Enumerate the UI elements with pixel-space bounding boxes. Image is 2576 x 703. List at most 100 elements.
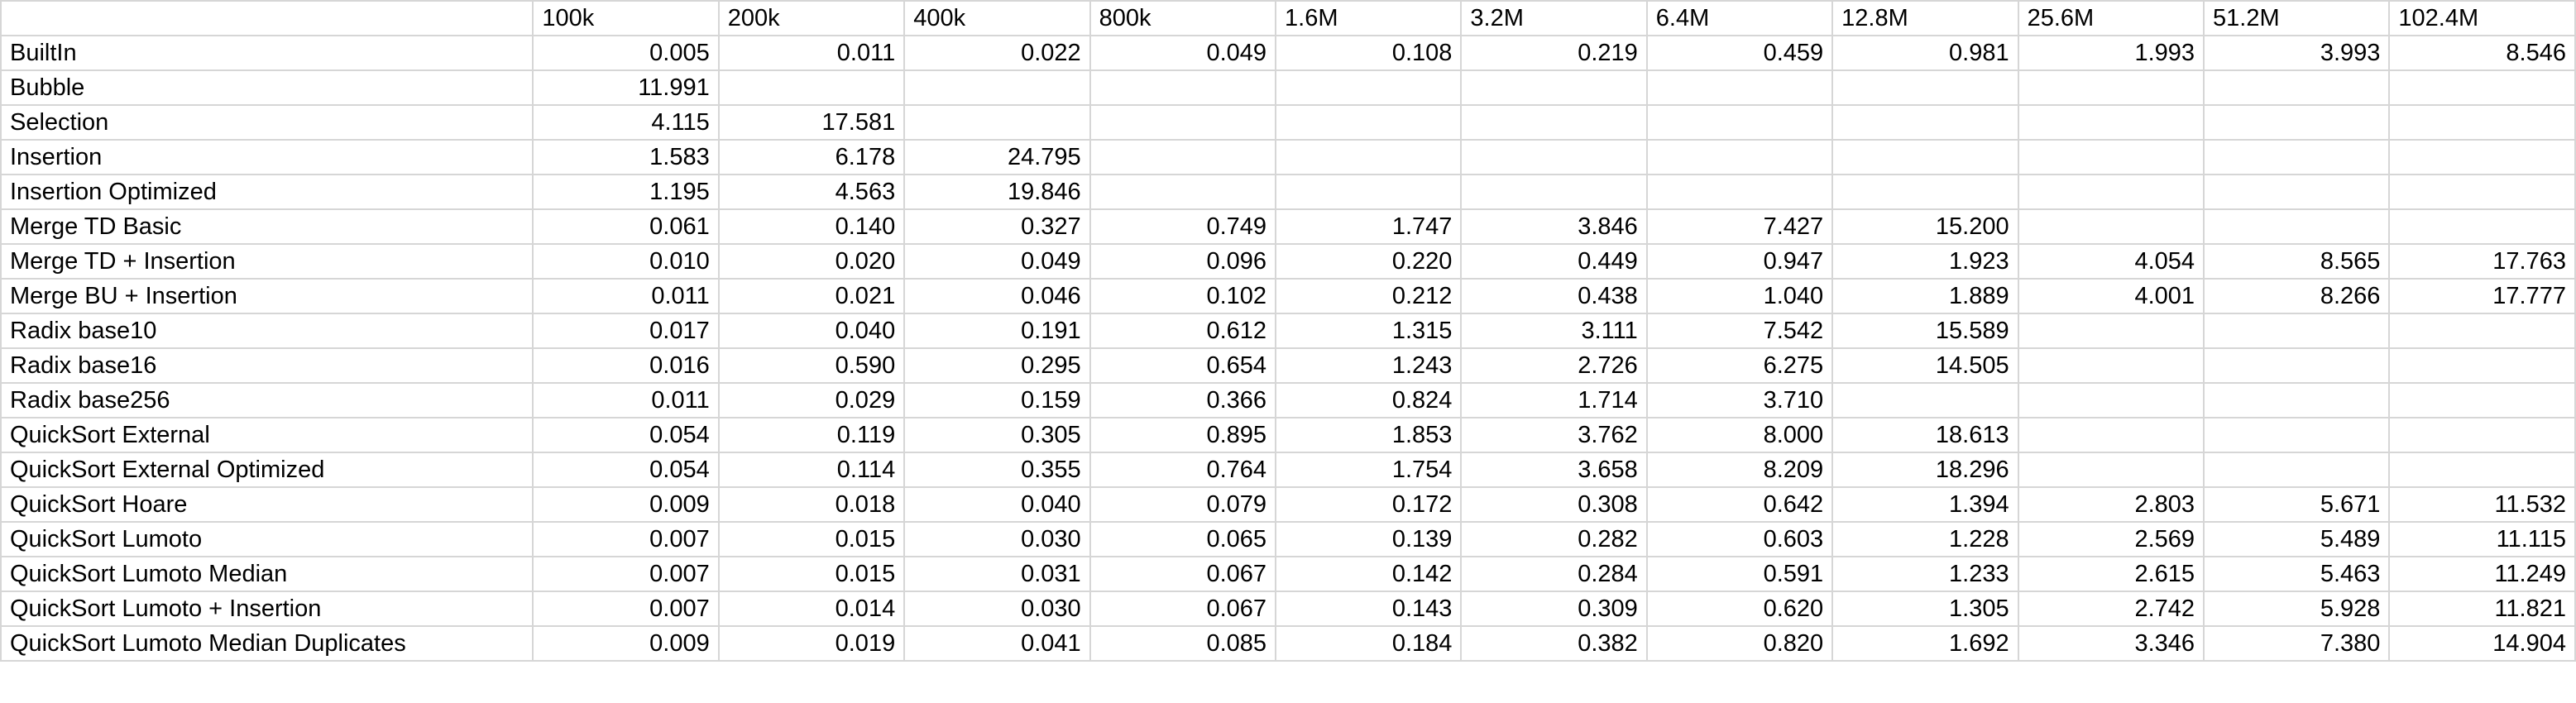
value-cell[interactable] — [1275, 174, 1463, 210]
value-cell[interactable]: 0.017 — [532, 313, 720, 349]
value-cell[interactable]: 0.382 — [1460, 625, 1648, 662]
value-cell[interactable]: 0.007 — [532, 556, 720, 592]
value-cell[interactable]: 1.195 — [532, 174, 720, 210]
value-cell[interactable]: 0.191 — [903, 313, 1091, 349]
value-cell[interactable] — [1645, 139, 1834, 175]
value-cell[interactable]: 2.726 — [1460, 347, 1648, 384]
value-cell[interactable]: 0.054 — [532, 417, 720, 453]
value-cell[interactable]: 19.846 — [903, 174, 1091, 210]
value-cell[interactable]: 14.904 — [2388, 625, 2576, 662]
value-cell[interactable] — [2017, 452, 2205, 488]
value-cell[interactable]: 15.589 — [1831, 313, 2019, 349]
value-cell[interactable]: 8.546 — [2388, 35, 2576, 71]
value-cell[interactable]: 0.022 — [903, 35, 1091, 71]
value-cell[interactable]: 0.029 — [717, 382, 906, 418]
row-label-cell[interactable]: Radix base256 — [0, 382, 534, 418]
value-cell[interactable]: 0.119 — [717, 417, 906, 453]
value-cell[interactable]: 1.583 — [532, 139, 720, 175]
value-cell[interactable]: 0.764 — [1089, 452, 1277, 488]
value-cell[interactable]: 0.220 — [1275, 243, 1463, 280]
value-cell[interactable]: 0.438 — [1460, 278, 1648, 314]
value-cell[interactable]: 15.200 — [1831, 208, 2019, 245]
value-cell[interactable]: 1.305 — [1831, 591, 2019, 627]
value-cell[interactable] — [2388, 347, 2576, 384]
value-cell[interactable]: 2.569 — [2017, 521, 2205, 557]
value-cell[interactable]: 3.762 — [1460, 417, 1648, 453]
value-cell[interactable]: 1.315 — [1275, 313, 1463, 349]
value-cell[interactable]: 0.065 — [1089, 521, 1277, 557]
value-cell[interactable] — [2388, 208, 2576, 245]
value-cell[interactable] — [2388, 417, 2576, 453]
value-cell[interactable]: 0.309 — [1460, 591, 1648, 627]
value-cell[interactable]: 0.612 — [1089, 313, 1277, 349]
value-cell[interactable] — [2017, 104, 2205, 141]
row-label-cell[interactable]: Radix base16 — [0, 347, 534, 384]
row-label-cell[interactable]: Merge BU + Insertion — [0, 278, 534, 314]
value-cell[interactable]: 1.228 — [1831, 521, 2019, 557]
value-cell[interactable] — [1645, 104, 1834, 141]
value-cell[interactable]: 0.049 — [903, 243, 1091, 280]
value-cell[interactable]: 18.613 — [1831, 417, 2019, 453]
value-cell[interactable]: 0.184 — [1275, 625, 1463, 662]
value-cell[interactable]: 0.040 — [717, 313, 906, 349]
value-cell[interactable]: 5.671 — [2203, 486, 2391, 523]
value-cell[interactable] — [2017, 347, 2205, 384]
value-cell[interactable] — [903, 69, 1091, 106]
value-cell[interactable]: 7.542 — [1645, 313, 1834, 349]
value-cell[interactable]: 0.284 — [1460, 556, 1648, 592]
value-cell[interactable] — [2017, 174, 2205, 210]
value-cell[interactable] — [2203, 452, 2391, 488]
row-label-cell[interactable]: QuickSort Hoare — [0, 486, 534, 523]
value-cell[interactable]: 0.159 — [903, 382, 1091, 418]
value-cell[interactable]: 0.590 — [717, 347, 906, 384]
value-cell[interactable]: 4.563 — [717, 174, 906, 210]
value-cell[interactable]: 17.777 — [2388, 278, 2576, 314]
value-cell[interactable] — [1460, 104, 1648, 141]
value-cell[interactable] — [2203, 104, 2391, 141]
value-cell[interactable]: 11.249 — [2388, 556, 2576, 592]
row-label-cell[interactable]: BuiltIn — [0, 35, 534, 71]
value-cell[interactable] — [1089, 69, 1277, 106]
value-cell[interactable] — [2203, 313, 2391, 349]
value-cell[interactable]: 0.459 — [1645, 35, 1834, 71]
value-cell[interactable]: 8.209 — [1645, 452, 1834, 488]
column-header-cell[interactable]: 800k — [1089, 0, 1277, 36]
value-cell[interactable]: 0.009 — [532, 625, 720, 662]
value-cell[interactable]: 3.346 — [2017, 625, 2205, 662]
value-cell[interactable]: 7.380 — [2203, 625, 2391, 662]
value-cell[interactable]: 3.111 — [1460, 313, 1648, 349]
value-cell[interactable] — [2203, 347, 2391, 384]
value-cell[interactable]: 0.981 — [1831, 35, 2019, 71]
value-cell[interactable]: 1.754 — [1275, 452, 1463, 488]
value-cell[interactable]: 0.749 — [1089, 208, 1277, 245]
value-cell[interactable]: 17.763 — [2388, 243, 2576, 280]
value-cell[interactable]: 0.007 — [532, 591, 720, 627]
value-cell[interactable] — [903, 104, 1091, 141]
value-cell[interactable] — [1831, 139, 2019, 175]
value-cell[interactable]: 0.824 — [1275, 382, 1463, 418]
value-cell[interactable] — [2388, 69, 2576, 106]
value-cell[interactable]: 11.532 — [2388, 486, 2576, 523]
value-cell[interactable]: 4.115 — [532, 104, 720, 141]
value-cell[interactable]: 0.061 — [532, 208, 720, 245]
value-cell[interactable] — [1645, 69, 1834, 106]
value-cell[interactable]: 1.394 — [1831, 486, 2019, 523]
row-label-cell[interactable]: Merge TD Basic — [0, 208, 534, 245]
value-cell[interactable]: 18.296 — [1831, 452, 2019, 488]
value-cell[interactable]: 1.889 — [1831, 278, 2019, 314]
value-cell[interactable]: 0.654 — [1089, 347, 1277, 384]
value-cell[interactable]: 11.821 — [2388, 591, 2576, 627]
column-header-cell[interactable]: 400k — [903, 0, 1091, 36]
value-cell[interactable]: 0.067 — [1089, 591, 1277, 627]
value-cell[interactable]: 0.079 — [1089, 486, 1277, 523]
value-cell[interactable] — [1645, 174, 1834, 210]
value-cell[interactable]: 0.282 — [1460, 521, 1648, 557]
value-cell[interactable]: 0.143 — [1275, 591, 1463, 627]
value-cell[interactable]: 1.993 — [2017, 35, 2205, 71]
row-label-cell[interactable]: QuickSort Lumoto — [0, 521, 534, 557]
value-cell[interactable] — [2017, 382, 2205, 418]
value-cell[interactable]: 17.581 — [717, 104, 906, 141]
value-cell[interactable]: 8.000 — [1645, 417, 1834, 453]
value-cell[interactable]: 0.212 — [1275, 278, 1463, 314]
column-header-cell[interactable]: 1.6M — [1275, 0, 1463, 36]
